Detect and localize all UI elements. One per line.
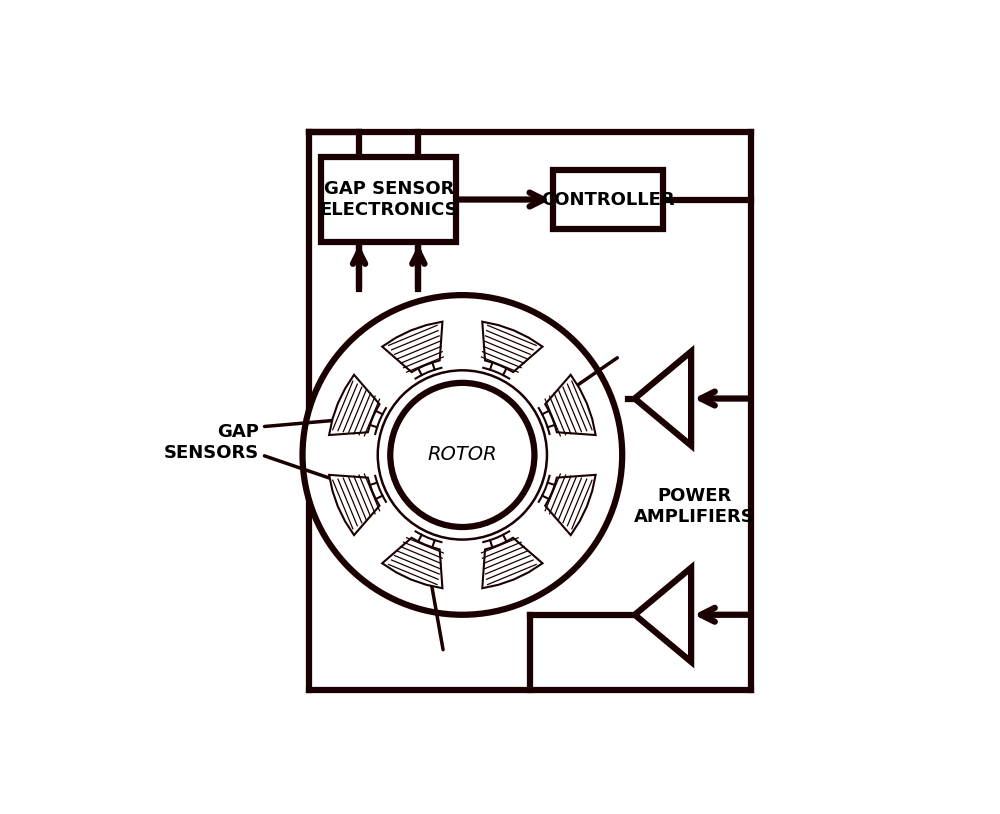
Text: CONTROLLER: CONTROLLER [541, 190, 675, 208]
Polygon shape [329, 374, 380, 435]
Polygon shape [482, 322, 543, 372]
Circle shape [390, 383, 534, 527]
Text: POWER
AMPLIFIERS: POWER AMPLIFIERS [634, 488, 755, 526]
Polygon shape [545, 475, 596, 535]
Polygon shape [635, 568, 691, 662]
Polygon shape [482, 538, 543, 589]
Text: GAP SENSOR
ELECTRONICS: GAP SENSOR ELECTRONICS [319, 180, 458, 219]
Polygon shape [382, 322, 442, 372]
Bar [321, 157, 456, 242]
Circle shape [303, 295, 622, 615]
Polygon shape [545, 374, 596, 435]
Polygon shape [382, 538, 442, 589]
Text: GAP
SENSORS: GAP SENSORS [163, 423, 259, 462]
Bar [553, 170, 663, 230]
Text: ROTOR: ROTOR [428, 445, 497, 465]
Polygon shape [329, 475, 380, 535]
Polygon shape [635, 352, 691, 445]
